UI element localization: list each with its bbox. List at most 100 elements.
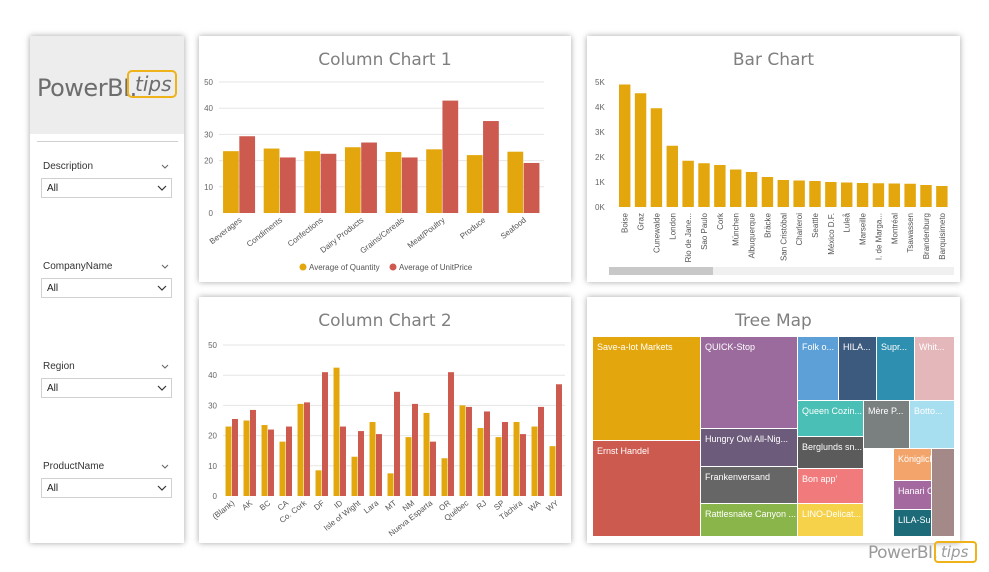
treemap-label: Königlich Ess... <box>898 454 932 464</box>
x-tick-label: Brandenburg <box>922 213 931 259</box>
y-tick-label: 0 <box>213 492 218 501</box>
x-tick-label: WA <box>527 498 543 513</box>
x-tick-label: London <box>668 213 677 240</box>
collapse-icon[interactable] <box>161 463 169 471</box>
column-bar <box>442 100 459 213</box>
y-tick-label: 3K <box>595 128 605 137</box>
x-tick-label: Confections <box>286 215 325 248</box>
logo-text: PowerBI. <box>37 74 137 102</box>
column-bar <box>448 372 454 496</box>
x-tick-label: Rio de Jane... <box>684 213 693 262</box>
treemap-cell[interactable]: Mère P... <box>864 401 910 449</box>
treemap-cell[interactable] <box>932 449 955 537</box>
bar <box>745 172 758 207</box>
treemap-cell[interactable]: Whit... <box>915 337 955 401</box>
bar <box>634 93 647 207</box>
treemap-cell[interactable]: Frankenversand <box>701 467 798 504</box>
bar <box>650 108 663 207</box>
x-tick-label: Charleroi <box>795 213 804 246</box>
tree-map-card[interactable]: Tree Map Save-a-lot Markets Ernst Handel Q… <box>587 297 960 543</box>
footer-logo-tips: tips <box>934 541 977 563</box>
treemap-label: Botto... <box>914 406 943 416</box>
treemap-label: Berglunds sn... <box>802 442 863 452</box>
collapse-icon[interactable] <box>161 263 169 271</box>
productname-dropdown[interactable]: All <box>41 478 172 498</box>
treemap-cell[interactable]: Hanari Carnes <box>894 481 932 510</box>
treemap-cell[interactable]: LINO-Delicat... <box>798 504 864 537</box>
column-bar <box>239 136 256 213</box>
column-bar <box>315 470 322 496</box>
column-bar <box>484 411 490 496</box>
x-tick-label: Lara <box>362 498 381 515</box>
collapse-icon[interactable] <box>161 363 169 371</box>
x-tick-label: Seafood <box>499 215 528 240</box>
column-bar <box>556 384 562 496</box>
treemap-label: Queen Cozin... <box>802 406 863 416</box>
column-bar <box>369 422 376 496</box>
column-bar <box>387 473 394 496</box>
treemap-cell[interactable]: Supr... <box>877 337 915 401</box>
column-chart-1: 0 10 20 30 40 50 Beverages Condiments Confection… <box>204 78 544 272</box>
column-bar <box>477 428 484 496</box>
column-bar <box>320 153 337 213</box>
x-tick-label: México D.F. <box>827 213 836 255</box>
column-chart-2-card[interactable]: Column Chart 2 0 10 20 30 40 50 (Blank) AK BC CA C… <box>199 297 571 543</box>
x-tick-label: Albuquerque <box>748 212 757 258</box>
treemap-cell[interactable]: Königlich Ess... <box>894 449 932 481</box>
treemap-cell[interactable]: LILA-Superm... <box>894 510 932 537</box>
legend-marker <box>299 263 307 271</box>
column-bar <box>430 441 436 496</box>
treemap-cell[interactable]: Berglunds sn... <box>798 437 864 469</box>
treemap-cell[interactable]: Rattlesnake Canyon ... <box>701 504 798 537</box>
description-dropdown[interactable]: All <box>41 178 172 198</box>
column-bar <box>376 434 382 496</box>
bar <box>856 183 869 207</box>
region-dropdown[interactable]: All <box>41 378 172 398</box>
column-bar <box>351 456 358 496</box>
x-tick-label: San Cristóbal <box>779 213 788 261</box>
treemap-label: Save-a-lot Markets <box>597 342 673 352</box>
horizontal-scrollbar[interactable] <box>609 267 954 275</box>
treemap-cell[interactable]: Ernst Handel <box>593 441 701 537</box>
treemap-cell[interactable]: QUICK-Stop <box>701 337 798 429</box>
slicer-label-description: Description <box>43 161 94 172</box>
scrollbar-thumb[interactable] <box>609 267 713 275</box>
treemap-cell[interactable]: Botto... <box>910 401 955 449</box>
treemap-cell[interactable]: HILA... <box>839 337 877 401</box>
treemap-cell[interactable]: Hungry Owl All-Nig... <box>701 429 798 467</box>
collapse-icon[interactable] <box>161 163 169 171</box>
footer-logo: PowerBI. tips <box>868 541 980 565</box>
dropdown-value: All <box>47 383 59 394</box>
treemap-label: Supr... <box>881 342 908 352</box>
dropdown-value: All <box>47 183 59 194</box>
bar <box>777 180 789 207</box>
y-tick-label: 20 <box>208 432 217 441</box>
x-tick-label: MT <box>384 498 399 512</box>
x-tick-label: AK <box>240 498 254 512</box>
y-tick-label: 10 <box>208 462 217 471</box>
treemap-cell[interactable]: Folk o... <box>798 337 839 401</box>
treemap-cell[interactable]: Bon app' <box>798 469 864 504</box>
column-bar <box>549 446 556 496</box>
x-tick-label: Marseille <box>859 212 868 245</box>
column-bar <box>423 412 430 496</box>
treemap-cell[interactable]: Queen Cozin... <box>798 401 864 437</box>
column-bar <box>279 441 286 496</box>
bar-chart: 0K 1K 2K 3K 4K 5K Boise Graz Cunewalde London Rio … <box>595 78 948 262</box>
chart-title: Bar Chart <box>732 50 815 70</box>
column-bar <box>466 155 483 213</box>
bar <box>936 186 948 207</box>
x-tick-label: DF <box>312 498 326 512</box>
x-tick-label: Meat/Poultry <box>406 215 447 250</box>
x-tick-label: Condiments <box>245 215 284 248</box>
y-tick-label: 0 <box>209 209 214 218</box>
column-bar <box>261 425 268 496</box>
bar-chart-card[interactable]: Bar Chart 0K 1K 2K 3K 4K 5K Boise Graz Cunewalde… <box>587 36 960 282</box>
report-canvas: PowerBI. tips Description All CompanyNam… <box>5 2 985 568</box>
bar <box>761 177 774 207</box>
y-tick-label: 30 <box>204 130 213 139</box>
treemap-cell[interactable]: Save-a-lot Markets <box>593 337 701 441</box>
column-chart-1-card[interactable]: Column Chart 1 0 10 20 30 40 50 Beverages Condi… <box>199 36 571 282</box>
companyname-dropdown[interactable]: All <box>41 278 172 298</box>
